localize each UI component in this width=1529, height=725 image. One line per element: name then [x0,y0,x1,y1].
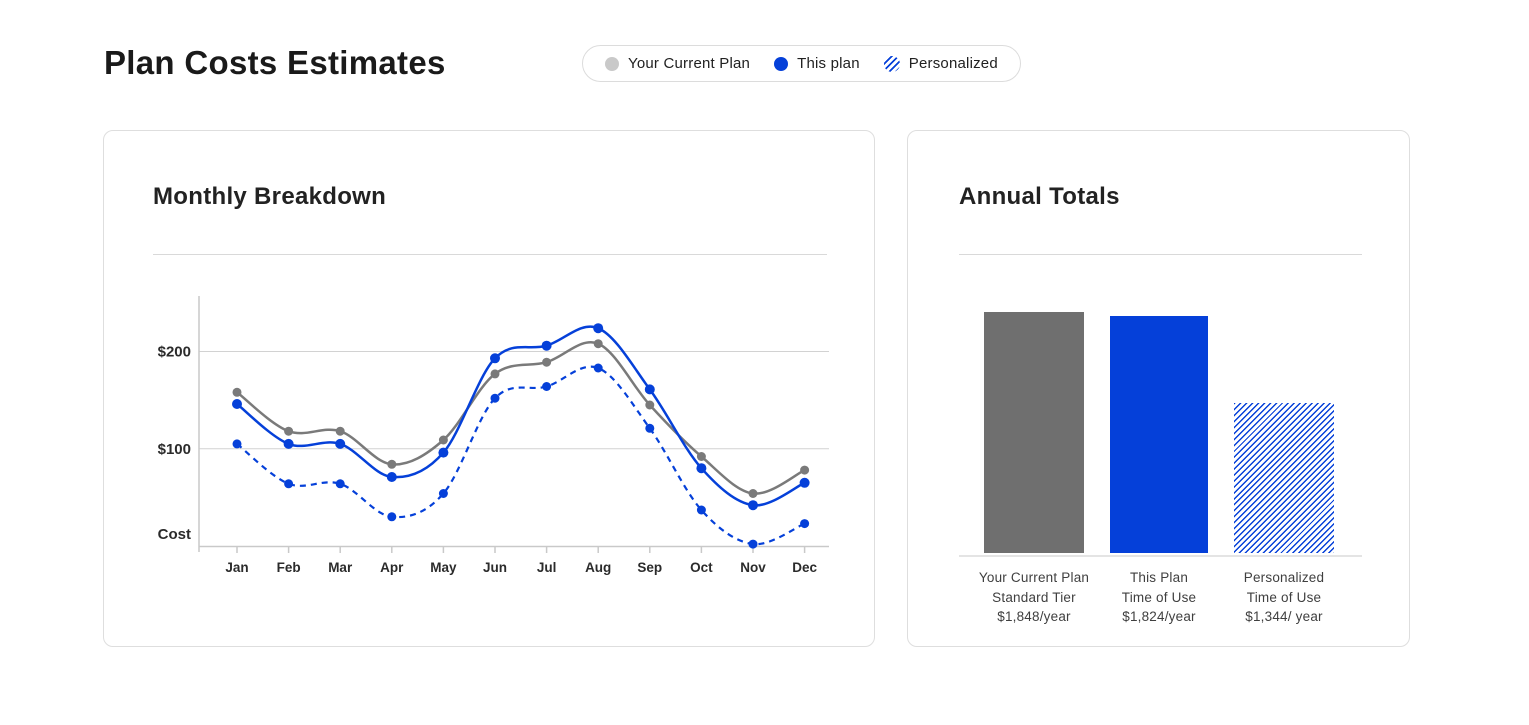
data-point-this-plan [593,323,604,334]
bar-label-personalized: Personalized Time of Use $1,344/ year [1204,568,1364,627]
x-tick-label: Jan [225,560,248,575]
personalized-hatch-icon [883,55,900,72]
legend-label-your-current-plan: Your Current Plan [628,55,751,72]
bar-price: $1,344/ year [1245,609,1323,624]
y-axis-title: Cost [158,526,191,543]
data-point-your-current-plan [438,435,448,445]
current-plan-dot-icon [605,56,619,71]
data-point-this-plan [748,500,758,511]
data-point-personalized [542,382,552,391]
data-point-personalized [490,393,500,403]
line-series-your-current-plan [236,341,806,495]
bars-baseline [959,555,1362,557]
x-tick-label: Jul [537,560,557,575]
monthly-breakdown-card: Monthly Breakdown Jan Feb Mar Apr May Jun Jul A… [103,130,875,647]
data-point-personalized [232,439,242,449]
bar-tier-name: Time of Use [1121,589,1197,605]
data-point-personalized [438,489,448,498]
legend-item-personalized: Personalized [883,55,998,72]
data-point-this-plan [438,447,449,458]
data-point-this-plan [335,438,346,449]
legend-label-personalized: Personalized [908,55,998,72]
x-tick-label: Nov [740,560,766,575]
data-point-your-current-plan [696,452,706,461]
data-point-this-plan [799,477,810,488]
data-point-this-plan [386,472,397,482]
data-point-your-current-plan [284,426,294,436]
data-point-this-plan [232,399,242,409]
x-tick-label: May [430,560,457,575]
legend-item-this-plan: This plan [774,55,860,72]
bar-personalized [1234,403,1334,553]
x-tick-label: Mar [328,560,353,575]
bar-this-plan [1110,316,1208,553]
data-point-your-current-plan [748,489,758,498]
page-title: Plan Costs Estimates [104,44,446,81]
this-plan-dot-icon [774,56,789,71]
x-tick-label: Aug [585,560,611,575]
data-point-personalized [335,479,345,489]
bar-tier-name: Time of Use [1246,589,1322,605]
line-series-this-plan [236,325,806,507]
data-point-your-current-plan [542,357,552,367]
bar-label-your-current-plan: Your Current Plan Standard Tier $1,848/y… [954,568,1114,627]
data-point-personalized [800,519,810,529]
x-tick-label: Sep [637,560,662,575]
data-point-your-current-plan [645,400,655,410]
x-tick-label: Oct [690,560,713,575]
data-point-this-plan [696,463,707,474]
x-tick-label: Jun [483,560,507,575]
y-tick-label: $200 [158,344,191,361]
x-tick-label: Dec [792,560,817,575]
bar-label-this-plan: This Plan Time of Use $1,824/year [1079,568,1239,627]
annual-totals-title: Annual Totals [959,183,1120,210]
data-point-personalized [593,363,603,373]
data-point-your-current-plan [335,426,345,436]
data-point-your-current-plan [593,339,603,349]
data-point-personalized [696,505,706,515]
bar-plan-name: Personalized [1243,570,1325,585]
data-point-this-plan [490,353,500,364]
data-point-personalized [748,539,758,549]
annual-card-divider [959,254,1362,255]
bar-your-current-plan [984,311,1084,553]
data-point-this-plan [644,384,655,395]
x-tick-label: Feb [277,560,301,575]
data-point-your-current-plan [490,369,500,379]
annual-totals-card: Annual Totals Your Current Plan Standard… [907,130,1410,647]
data-point-personalized [284,479,294,489]
line-series-personalized [236,365,806,546]
data-point-personalized [645,423,655,433]
data-point-this-plan [283,438,294,449]
data-point-personalized [387,512,397,522]
bar-plan-name: This Plan [1129,570,1189,585]
monthly-breakdown-title: Monthly Breakdown [153,183,387,210]
monthly-card-divider [153,254,827,255]
legend-item-your-current-plan: Your Current Plan [605,55,750,72]
monthly-line-chart: Jan Feb Mar Apr May Jun Jul Aug Sep Oct Nov Dec $200… [158,296,829,575]
data-point-your-current-plan [387,459,397,469]
bar-price: $1,824/year [1122,609,1196,624]
data-point-this-plan [541,340,552,351]
bar-price: $1,848/year [997,609,1071,624]
y-tick-label: $100 [158,441,191,458]
bar-plan-name: Your Current Plan [978,570,1090,585]
bar-tier-name: Standard Tier [992,589,1076,605]
plan-legend: Your Current Plan This plan Personalized [582,45,1021,82]
data-point-your-current-plan [800,465,810,475]
x-tick-label: Apr [380,560,404,575]
legend-label-this-plan: This plan [797,55,860,72]
data-point-your-current-plan [232,387,242,397]
